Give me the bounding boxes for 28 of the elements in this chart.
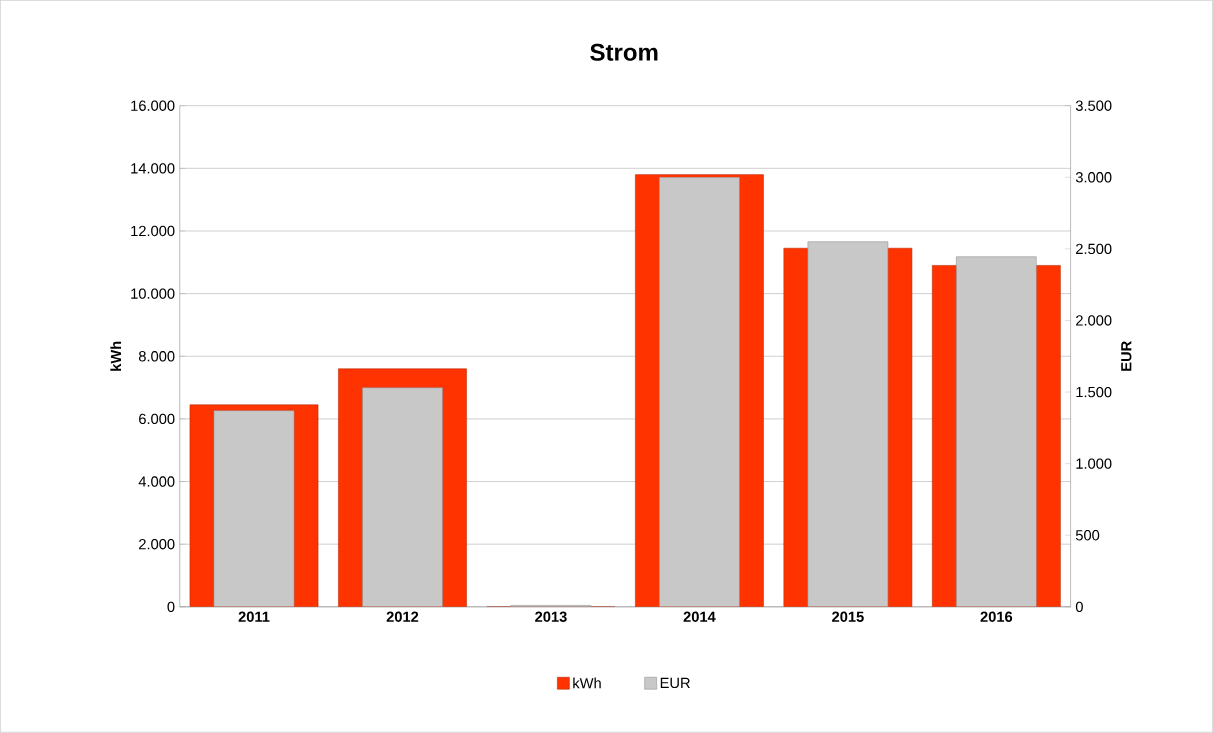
chart-title: Strom xyxy=(590,44,658,62)
x-tick-label: 2013 xyxy=(535,611,567,623)
legend-label: kWh xyxy=(573,677,601,689)
y-tick-label: 2.000 xyxy=(139,539,175,550)
y-tick-label: 16.000 xyxy=(131,100,175,112)
y-tick-label: 12.000 xyxy=(131,226,175,237)
x-tick-label: 2014 xyxy=(683,611,716,623)
y2-tick-label: 1.500 xyxy=(1076,387,1112,398)
y2-axis-title: EUR xyxy=(1121,341,1132,371)
x-tick-label: 2012 xyxy=(386,611,419,623)
y2-tick-label: 2.000 xyxy=(1076,315,1112,326)
y2-tick-label: 3.500 xyxy=(1075,100,1112,112)
y-axis-title: kWh xyxy=(110,341,121,371)
y-tick-label: 10.000 xyxy=(131,288,175,300)
y-tick-label: 0 xyxy=(167,601,175,613)
y2-tick-label: 3.000 xyxy=(1075,172,1112,183)
y-tick-label: 4.000 xyxy=(138,476,175,487)
legend-label: EUR xyxy=(660,678,690,689)
y2-tick-label: 0 xyxy=(1075,601,1083,613)
x-tick-label: 2011 xyxy=(238,611,270,623)
y2-tick-label: 2.500 xyxy=(1076,243,1112,255)
y-tick-label: 6.000 xyxy=(139,413,175,425)
y2-tick-label: 500 xyxy=(1075,530,1100,541)
y2-tick-label: 1.000 xyxy=(1076,458,1112,470)
y-tick-label: 8.000 xyxy=(138,351,175,362)
x-tick-label: 2015 xyxy=(832,611,864,623)
y-tick-label: 14.000 xyxy=(131,163,175,174)
x-tick-label: 2016 xyxy=(980,611,1013,623)
